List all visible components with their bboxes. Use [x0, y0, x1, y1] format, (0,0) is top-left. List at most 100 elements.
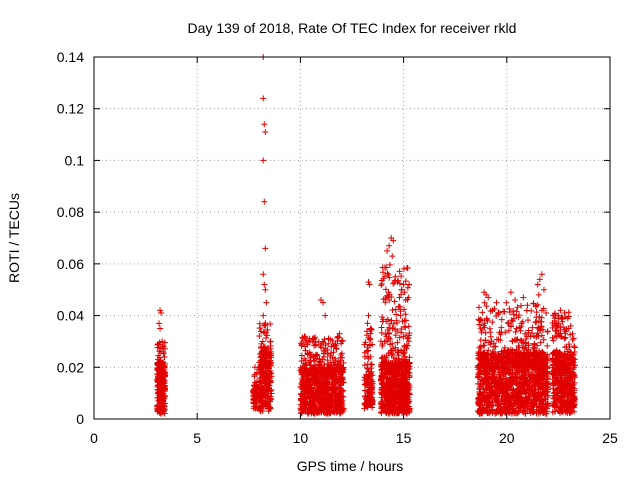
data-point — [302, 383, 309, 390]
data-point — [386, 261, 393, 268]
data-point — [263, 335, 270, 342]
data-point — [303, 401, 310, 408]
data-point — [319, 399, 326, 406]
data-point — [157, 307, 164, 314]
data-point — [320, 299, 327, 306]
data-point — [263, 299, 270, 306]
data-point — [251, 403, 258, 410]
data-point — [262, 128, 269, 135]
data-point — [266, 397, 273, 404]
data-point — [382, 294, 389, 301]
data-point — [401, 306, 408, 313]
data-point — [406, 363, 413, 370]
data-point — [334, 393, 341, 400]
data-point — [298, 385, 305, 392]
data-point — [386, 274, 393, 281]
data-point — [158, 309, 165, 316]
data-point — [156, 348, 163, 355]
data-point — [328, 366, 335, 373]
data-point — [314, 391, 321, 398]
data-point — [328, 350, 335, 357]
data-point — [317, 379, 324, 386]
data-point — [337, 409, 344, 416]
data-point — [159, 338, 166, 345]
data-point — [155, 352, 162, 359]
data-point — [307, 361, 314, 368]
data-point — [299, 407, 306, 414]
data-point — [315, 361, 322, 368]
data-point — [337, 397, 344, 404]
data-point — [309, 378, 316, 385]
data-point — [321, 390, 328, 397]
data-point — [366, 382, 373, 389]
data-point — [390, 355, 397, 362]
data-point — [365, 400, 372, 407]
data-point — [312, 365, 319, 372]
data-point — [251, 373, 258, 380]
data-point — [160, 350, 167, 357]
data-point — [312, 341, 319, 348]
data-point — [396, 268, 403, 275]
data-point — [301, 355, 308, 362]
data-point — [154, 406, 161, 413]
data-point — [155, 377, 162, 384]
data-point — [257, 407, 264, 414]
x-tick-label: 10 — [293, 430, 309, 446]
data-point — [262, 245, 269, 252]
data-point — [368, 368, 375, 375]
data-point — [318, 344, 325, 351]
data-points — [153, 54, 578, 417]
data-point — [366, 387, 373, 394]
data-point — [391, 298, 398, 305]
data-point — [154, 402, 161, 409]
data-point — [331, 355, 338, 362]
data-point — [311, 402, 318, 409]
data-point — [336, 361, 343, 368]
data-point — [298, 352, 305, 359]
data-point — [307, 407, 314, 414]
data-point — [259, 393, 266, 400]
data-point — [339, 378, 346, 385]
data-point — [299, 367, 306, 374]
data-point — [261, 355, 268, 362]
data-point — [381, 273, 388, 280]
data-point — [317, 358, 324, 365]
data-point — [262, 390, 269, 397]
data-point — [315, 369, 322, 376]
data-point — [383, 409, 390, 416]
data-point — [337, 382, 344, 389]
data-point — [261, 121, 268, 128]
data-point — [327, 336, 334, 343]
data-point — [332, 341, 339, 348]
data-point — [265, 364, 272, 371]
data-point — [320, 385, 327, 392]
data-point — [388, 317, 395, 324]
data-point — [379, 343, 386, 350]
data-point — [364, 344, 371, 351]
data-point — [400, 265, 407, 272]
data-point — [394, 349, 401, 356]
data-point — [378, 355, 385, 362]
data-point — [302, 395, 309, 402]
data-point — [260, 369, 267, 376]
data-point — [156, 398, 163, 405]
data-point — [328, 343, 335, 350]
data-point — [264, 332, 271, 339]
data-point — [309, 377, 316, 384]
data-point — [331, 390, 338, 397]
data-point — [404, 379, 411, 386]
data-point — [261, 329, 268, 336]
data-point — [263, 349, 270, 356]
x-tick-label: 20 — [499, 430, 515, 446]
data-point — [260, 350, 267, 357]
data-point — [322, 374, 329, 381]
data-point — [267, 338, 274, 345]
data-point — [316, 406, 323, 413]
data-point — [368, 361, 375, 368]
x-tick-label: 0 — [90, 430, 98, 446]
data-point — [392, 332, 399, 339]
data-point — [157, 372, 164, 379]
data-point — [161, 339, 168, 346]
data-point — [361, 349, 368, 356]
data-point — [307, 355, 314, 362]
